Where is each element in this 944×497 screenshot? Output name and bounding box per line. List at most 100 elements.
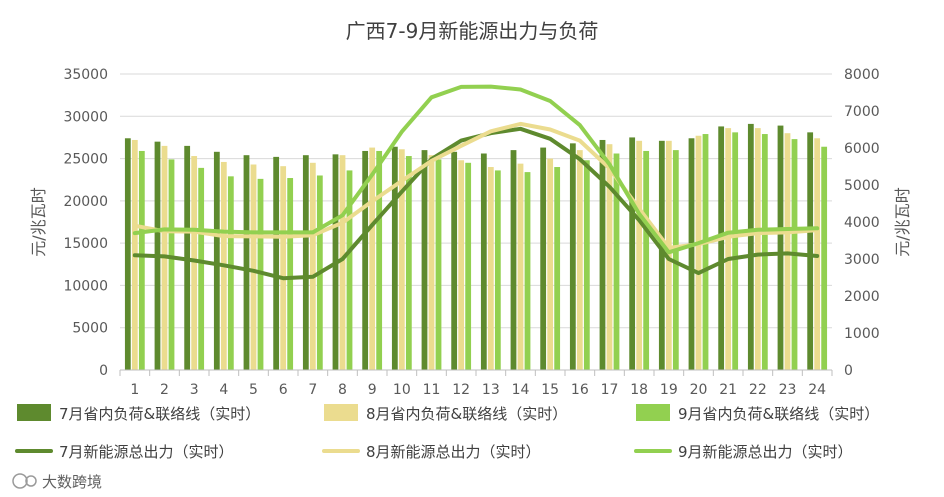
bar <box>405 156 412 370</box>
bar <box>421 150 428 370</box>
series-line <box>132 84 820 255</box>
bar <box>302 155 309 370</box>
bar <box>480 153 487 370</box>
bar <box>250 164 257 370</box>
bar <box>665 140 672 370</box>
bar <box>309 162 316 370</box>
left-tick-label: 20000 <box>63 194 108 210</box>
bar <box>547 158 554 370</box>
x-tick-label: 12 <box>452 382 470 398</box>
legend-label: 9月新能源总出力（实时） <box>678 443 853 461</box>
bar <box>243 155 250 370</box>
right-tick-label: 5000 <box>844 178 880 194</box>
x-tick-label: 3 <box>190 382 199 398</box>
bar <box>732 132 739 370</box>
x-tick-label: 7 <box>308 382 317 398</box>
bar <box>227 176 234 370</box>
bar <box>672 150 679 370</box>
bar <box>213 151 220 370</box>
bar <box>725 128 732 370</box>
bar <box>124 138 131 370</box>
bar <box>540 147 547 370</box>
series-line <box>132 121 820 250</box>
bar <box>435 159 442 370</box>
watermark-text: 大数跨境 <box>42 473 102 491</box>
bar <box>777 125 784 371</box>
left-tick-label: 30000 <box>63 109 108 125</box>
bar <box>754 128 761 370</box>
x-tick-label: 19 <box>660 382 678 398</box>
x-tick-label: 16 <box>571 382 589 398</box>
bar <box>339 155 346 370</box>
legend-swatch <box>17 404 51 421</box>
bar-series <box>124 123 828 371</box>
left-tick-label: 35000 <box>63 67 108 83</box>
right-tick-label: 2000 <box>844 289 880 305</box>
left-tick-label: 5000 <box>72 321 108 337</box>
left-tick-label: 15000 <box>63 236 108 252</box>
gridlines <box>120 73 832 371</box>
bar <box>398 149 405 370</box>
legend-label: 8月新能源总出力（实时） <box>366 443 541 461</box>
left-tick-label: 25000 <box>63 152 108 168</box>
bar <box>761 134 768 370</box>
x-tick-label: 13 <box>482 382 500 398</box>
bar <box>747 123 754 370</box>
legend: 7月省内负荷&联络线（实时） 8月省内负荷&联络线（实时） 9月省内负荷&联络线（实… <box>15 404 879 461</box>
bar <box>428 155 435 370</box>
x-tick-label: 18 <box>630 382 648 398</box>
bar <box>658 140 665 370</box>
bar <box>369 147 376 370</box>
x-tick-label: 9 <box>368 382 377 398</box>
bar <box>524 172 531 370</box>
right-tick-label: 7000 <box>844 104 880 120</box>
x-tick-label: 22 <box>749 382 767 398</box>
x-tick-label: 6 <box>279 382 288 398</box>
bar <box>451 151 458 370</box>
bar <box>688 138 695 370</box>
bar <box>362 150 369 370</box>
bar <box>287 178 294 370</box>
left-tick-label: 10000 <box>63 278 108 294</box>
x-tick-label: 20 <box>690 382 708 398</box>
left-tick-label: 0 <box>99 363 108 379</box>
x-tick-label: 11 <box>423 382 441 398</box>
bar <box>702 134 709 370</box>
right-tick-label: 6000 <box>844 141 880 157</box>
bar <box>465 162 472 370</box>
bar <box>273 156 280 370</box>
bar <box>510 150 517 370</box>
bar <box>576 150 583 370</box>
bar <box>807 132 814 370</box>
watermark: 大数跨境 <box>12 473 102 491</box>
bar <box>391 146 398 370</box>
legend-label: 9月省内负荷&联络线（实时） <box>678 405 879 423</box>
right-tick-label: 8000 <box>844 67 880 83</box>
bar <box>629 137 636 370</box>
legend-swatch <box>636 404 670 421</box>
x-tick-label: 5 <box>249 382 258 398</box>
bar <box>554 167 561 370</box>
bar <box>569 143 576 370</box>
bar <box>606 144 613 370</box>
bar <box>138 150 145 370</box>
bar <box>599 139 606 370</box>
bar <box>613 153 620 370</box>
right-tick-label: 1000 <box>844 326 880 342</box>
right-tick-label: 3000 <box>844 252 880 268</box>
bar <box>695 135 702 370</box>
bar <box>191 156 198 370</box>
x-tick-label: 14 <box>512 382 530 398</box>
x-tick-label: 8 <box>338 382 347 398</box>
x-tick-label: 10 <box>393 382 411 398</box>
bar <box>494 170 501 370</box>
bar <box>718 126 725 370</box>
legend-label: 7月省内负荷&联络线（实时） <box>59 405 260 423</box>
series-line <box>132 126 820 281</box>
x-tick-label: 1 <box>130 382 139 398</box>
x-tick-label: 24 <box>808 382 826 398</box>
x-tick-label: 23 <box>779 382 797 398</box>
bar <box>458 160 465 370</box>
watermark-logo-icon <box>12 473 37 489</box>
